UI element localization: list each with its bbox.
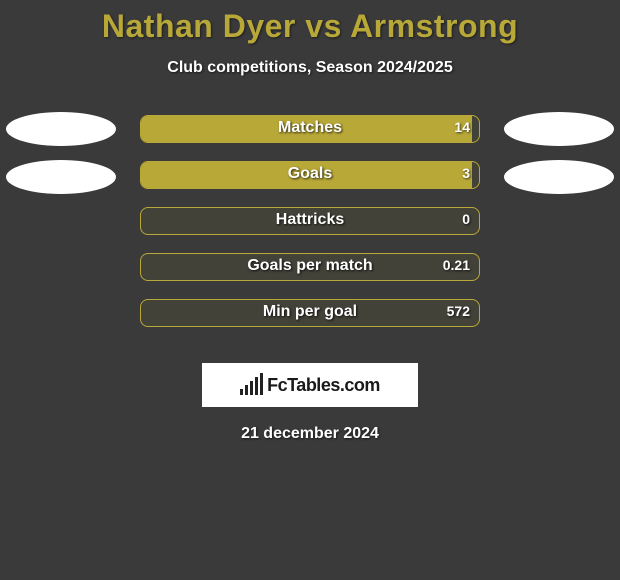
- stat-label: Goals per match: [247, 257, 372, 275]
- stat-value-right: 0.21: [443, 257, 470, 273]
- player-avatar-left: [6, 160, 116, 194]
- stat-row: Matches 14: [0, 115, 620, 161]
- stat-value-right: 3: [462, 165, 470, 181]
- stat-row: Goals 3: [0, 161, 620, 207]
- bar-chart-icon: [240, 375, 263, 395]
- page-subtitle: Club competitions, Season 2024/2025: [0, 59, 620, 77]
- stat-value-right: 572: [447, 303, 470, 319]
- player-avatar-left: [6, 112, 116, 146]
- player-avatar-right: [504, 160, 614, 194]
- stat-label: Goals: [288, 165, 332, 183]
- page-title: Nathan Dyer vs Armstrong: [0, 0, 620, 45]
- player-avatar-right: [504, 112, 614, 146]
- brand-box: FcTables.com: [202, 363, 418, 407]
- stat-label: Hattricks: [276, 211, 344, 229]
- stat-row: Hattricks 0: [0, 207, 620, 253]
- footer-date: 21 december 2024: [0, 425, 620, 443]
- brand-text: FcTables.com: [267, 375, 380, 396]
- stat-row: Min per goal 572: [0, 299, 620, 345]
- stat-value-right: 0: [462, 211, 470, 227]
- stat-label: Matches: [278, 119, 342, 137]
- stat-row: Goals per match 0.21: [0, 253, 620, 299]
- stats-area: Matches 14 Goals 3 Hattricks 0 Goals per…: [0, 115, 620, 345]
- stat-label: Min per goal: [263, 303, 357, 321]
- stat-value-right: 14: [454, 119, 470, 135]
